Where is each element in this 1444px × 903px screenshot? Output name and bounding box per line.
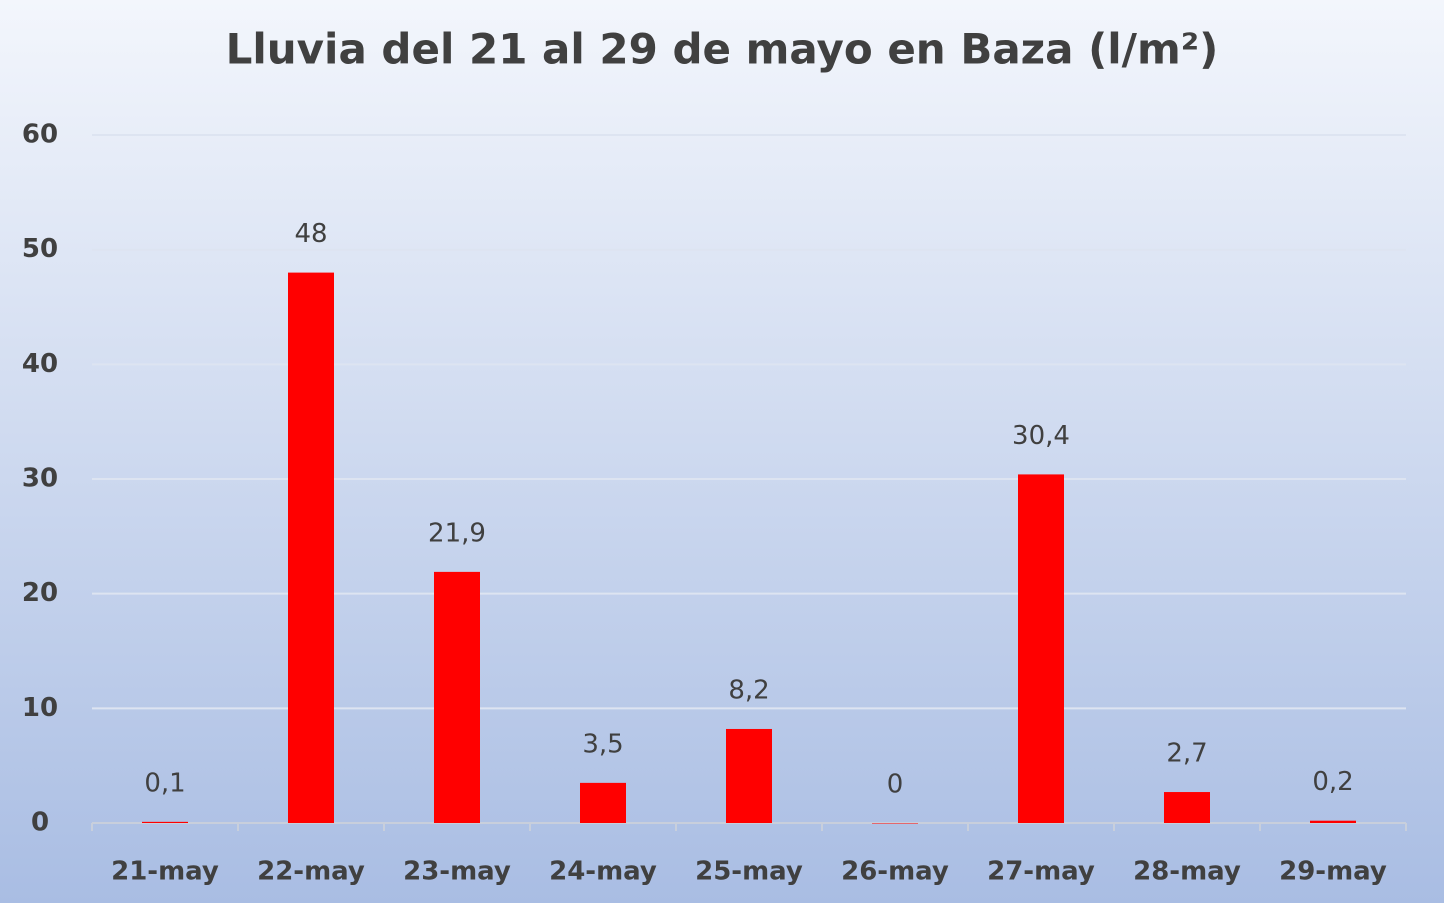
y-tick-label: 20 <box>22 578 58 608</box>
x-tick-label: 26-may <box>841 857 949 887</box>
x-tick-label: 24-may <box>549 857 657 887</box>
y-tick-label: 60 <box>22 120 58 150</box>
value-label: 0,1 <box>144 768 185 798</box>
bar <box>434 571 480 823</box>
value-label: 0 <box>887 770 904 800</box>
bar <box>142 821 188 823</box>
y-tick-label: 10 <box>22 693 58 723</box>
x-tick-label: 21-may <box>111 857 219 887</box>
value-label: 0,2 <box>1312 767 1353 797</box>
bar <box>580 782 626 823</box>
value-label: 8,2 <box>728 675 769 705</box>
x-tick-label: 28-may <box>1133 857 1241 887</box>
y-tick-label: 50 <box>22 234 58 264</box>
bar <box>872 823 918 824</box>
y-tick-label: 30 <box>22 464 58 494</box>
x-tick-label: 25-may <box>695 857 803 887</box>
x-tick-label: 27-may <box>987 857 1095 887</box>
bar <box>1018 474 1064 823</box>
bar <box>1164 792 1210 823</box>
y-tick-label: 0 <box>31 808 49 838</box>
x-tick-label: 23-may <box>403 857 511 887</box>
value-label: 3,5 <box>582 729 623 759</box>
value-label: 2,7 <box>1166 739 1207 769</box>
x-tick-label: 22-may <box>257 857 365 887</box>
x-tick-label: 29-may <box>1279 857 1387 887</box>
bar <box>726 728 772 823</box>
value-label: 30,4 <box>1012 421 1070 451</box>
bar <box>1310 820 1356 823</box>
y-tick-label: 40 <box>22 349 58 379</box>
value-label: 21,9 <box>428 518 486 548</box>
bar <box>288 272 334 824</box>
value-label: 48 <box>294 219 327 249</box>
chart-title: Lluvia del 21 al 29 de mayo en Baza (l/m… <box>226 25 1219 74</box>
